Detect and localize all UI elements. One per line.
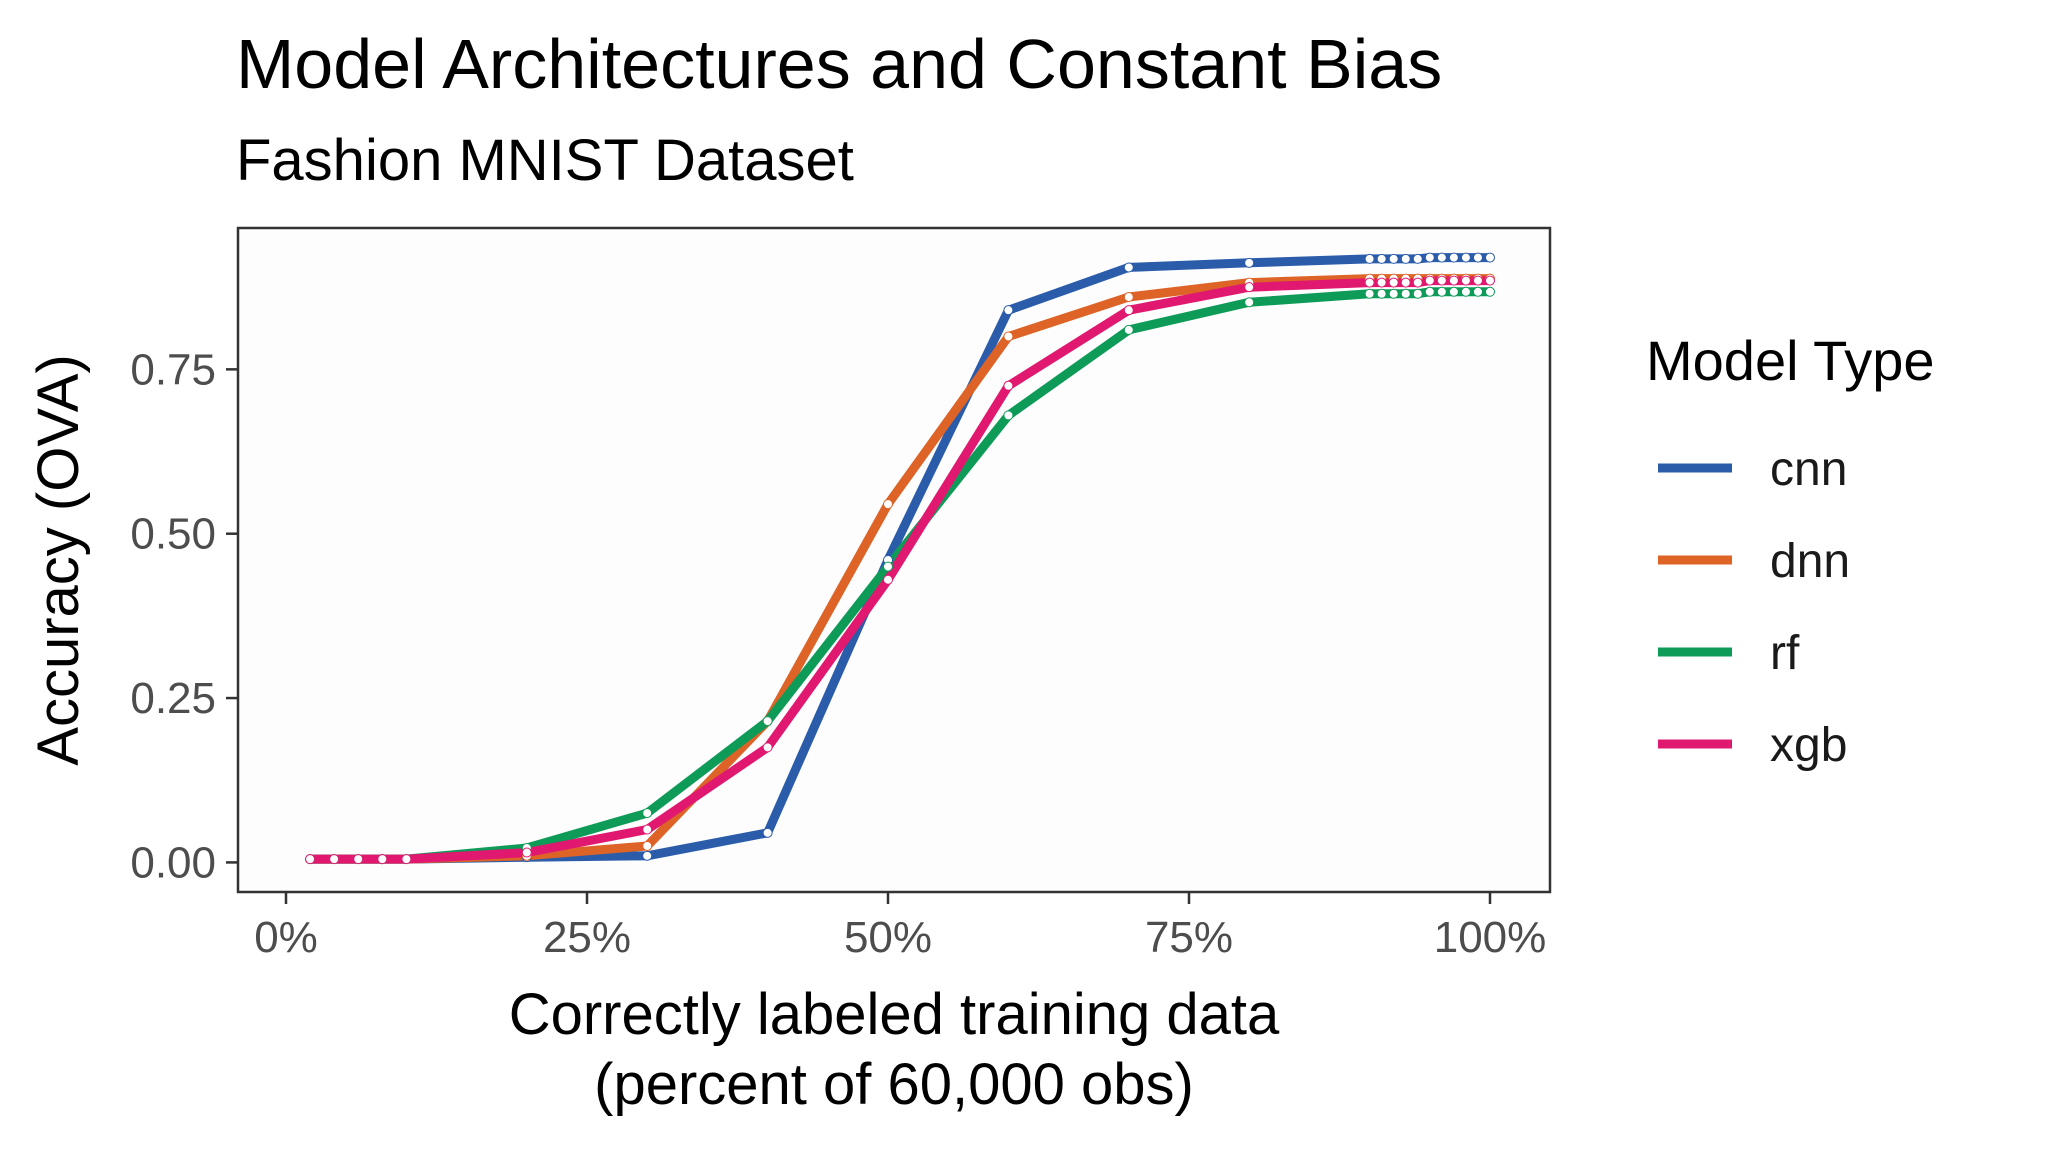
data-point-xgb <box>1123 305 1134 316</box>
data-point-rf <box>1123 324 1134 335</box>
x-tick-label: 0% <box>254 913 318 962</box>
data-point-xgb <box>521 847 532 858</box>
x-tick-label: 25% <box>543 913 631 962</box>
legend: Model Type cnn dnn rf xgb <box>1646 329 1934 772</box>
legend-title: Model Type <box>1646 329 1934 392</box>
data-point-rf <box>1244 297 1255 308</box>
data-point-cnn <box>1460 252 1471 263</box>
data-point-rf <box>1376 288 1387 299</box>
legend-items: cnn dnn rf xgb <box>1658 443 1850 772</box>
data-point-cnn <box>762 827 773 838</box>
data-point-rf <box>1485 286 1495 297</box>
data-point-xgb <box>401 854 412 865</box>
y-axis-title: Accuracy (OVA) <box>26 354 91 765</box>
x-axis-title-line-2: (percent of 60,000 obs) <box>594 1052 1194 1117</box>
data-point-xgb <box>1485 275 1495 286</box>
data-point-cnn <box>1412 253 1423 264</box>
data-point-xgb <box>1424 275 1435 286</box>
data-point-dnn <box>1123 292 1134 303</box>
data-point-dnn <box>883 499 893 510</box>
data-point-xgb <box>1436 275 1447 286</box>
data-point-rf <box>1388 288 1399 299</box>
data-point-xgb <box>1460 275 1471 286</box>
data-point-rf <box>1364 288 1375 299</box>
data-point-xgb <box>642 824 653 835</box>
chart-title: Model Architectures and Constant Bias <box>236 25 1442 103</box>
data-point-rf <box>642 808 653 819</box>
data-point-rf <box>1412 288 1423 299</box>
x-tick-label: 75% <box>1145 913 1233 962</box>
x-axis-title-line-1: Correctly labeled training data <box>509 982 1280 1047</box>
data-point-cnn <box>1376 253 1387 264</box>
data-point-xgb <box>329 854 340 865</box>
legend-label-rf: rf <box>1770 627 1800 680</box>
data-point-xgb <box>305 854 316 865</box>
data-point-rf <box>1472 286 1483 297</box>
data-point-cnn <box>1123 262 1134 273</box>
data-point-cnn <box>1485 252 1495 263</box>
data-point-rf <box>1424 286 1435 297</box>
data-point-dnn <box>1003 331 1014 342</box>
data-point-xgb <box>1388 277 1399 288</box>
x-tick-label: 100% <box>1434 913 1547 962</box>
data-point-cnn <box>1448 252 1459 263</box>
data-point-cnn <box>1364 253 1375 264</box>
data-point-rf <box>1448 286 1459 297</box>
data-point-xgb <box>1400 277 1411 288</box>
x-axis: 0% 25% 50% 75% 100% <box>254 892 1546 962</box>
data-point-rf <box>1460 286 1471 297</box>
data-point-rf <box>1003 410 1014 421</box>
data-point-cnn <box>1472 252 1483 263</box>
data-point-xgb <box>762 742 773 753</box>
data-point-cnn <box>1436 252 1447 263</box>
data-point-cnn <box>1424 252 1435 263</box>
data-point-cnn <box>1388 253 1399 264</box>
chart-subtitle: Fashion MNIST Dataset <box>236 128 854 193</box>
data-point-rf <box>1400 288 1411 299</box>
data-point-xgb <box>1412 277 1423 288</box>
y-tick-label: 0.50 <box>130 510 216 559</box>
data-point-xgb <box>883 574 893 585</box>
legend-label-cnn: cnn <box>1770 443 1847 496</box>
legend-label-dnn: dnn <box>1770 535 1850 588</box>
data-point-xgb <box>1376 277 1387 288</box>
data-point-rf <box>1436 286 1447 297</box>
data-point-cnn <box>1400 253 1411 264</box>
data-point-rf <box>883 561 893 572</box>
data-point-xgb <box>1244 282 1255 293</box>
data-point-cnn <box>1003 305 1014 316</box>
legend-label-xgb: xgb <box>1770 719 1847 772</box>
x-tick-label: 50% <box>844 913 932 962</box>
data-point-xgb <box>1003 380 1014 391</box>
data-point-xgb <box>353 854 364 865</box>
data-point-xgb <box>1364 277 1375 288</box>
data-point-cnn <box>1244 257 1255 268</box>
data-point-xgb <box>377 854 388 865</box>
data-point-rf <box>762 716 773 727</box>
data-point-xgb <box>1472 275 1483 286</box>
y-tick-label: 0.25 <box>130 674 216 723</box>
series-layer <box>305 252 1495 865</box>
y-tick-label: 0.75 <box>130 345 216 394</box>
data-point-dnn <box>642 840 653 851</box>
y-tick-label: 0.00 <box>130 838 216 887</box>
data-point-cnn <box>642 850 653 861</box>
y-axis: 0.00 0.25 0.50 0.75 <box>130 345 238 887</box>
data-point-xgb <box>1448 275 1459 286</box>
